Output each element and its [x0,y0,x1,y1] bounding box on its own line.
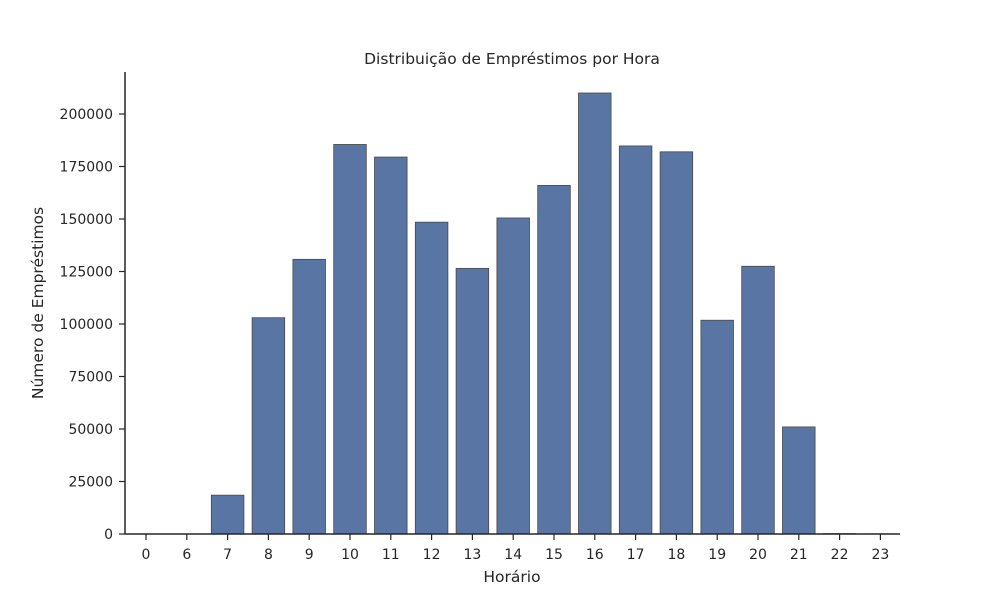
x-tick-label: 10 [341,547,359,563]
bar-hour-18 [660,152,693,534]
y-tick-label: 175000 [60,160,113,176]
x-tick-label: 0 [142,547,151,563]
y-tick-label: 100000 [60,317,113,333]
x-tick-label: 16 [586,547,604,563]
y-tick-label: 50000 [68,422,113,438]
x-tick-label: 19 [708,547,726,563]
x-tick-label: 23 [871,547,889,563]
x-tick-label: 20 [749,547,767,563]
y-tick-label: 125000 [60,265,113,281]
y-tick-label: 0 [104,527,113,543]
x-tick-label: 12 [423,547,441,563]
x-tick-label: 22 [831,547,849,563]
y-axis-label: Número de Empréstimos [29,207,47,399]
bar-hour-10 [334,144,367,534]
y-tick-label: 150000 [60,212,113,228]
bar-hour-13 [456,268,489,534]
y-tick-label: 200000 [60,107,113,123]
chart-title: Distribuição de Empréstimos por Hora [364,50,660,68]
x-tick-label: 18 [667,547,685,563]
x-tick-label: 15 [545,547,563,563]
x-tick-label: 14 [504,547,522,563]
x-tick-label: 7 [223,547,232,563]
bar-hour-14 [497,218,530,534]
bar-hour-8 [252,318,285,534]
bar-hour-7 [211,495,244,534]
x-tick-label: 21 [790,547,808,563]
bar-hour-20 [742,266,775,534]
y-tick-label: 25000 [68,475,113,491]
x-axis-label: Horário [483,568,540,586]
bar-hour-19 [701,320,734,534]
bar-hour-16 [579,93,612,534]
x-tick-label: 6 [182,547,191,563]
bar-hour-17 [619,146,652,534]
x-tick-label: 11 [382,547,400,563]
bar-hour-21 [783,427,816,534]
x-tick-label: 8 [264,547,273,563]
x-tick-label: 9 [305,547,314,563]
bar-hour-15 [538,185,571,534]
bars-layer [130,93,897,534]
x-tick-label: 13 [463,547,481,563]
bar-hour-9 [293,259,326,534]
bar-hour-12 [415,222,448,534]
y-tick-label: 75000 [68,370,113,386]
x-tick-label: 17 [627,547,645,563]
bar-hour-11 [375,157,408,534]
